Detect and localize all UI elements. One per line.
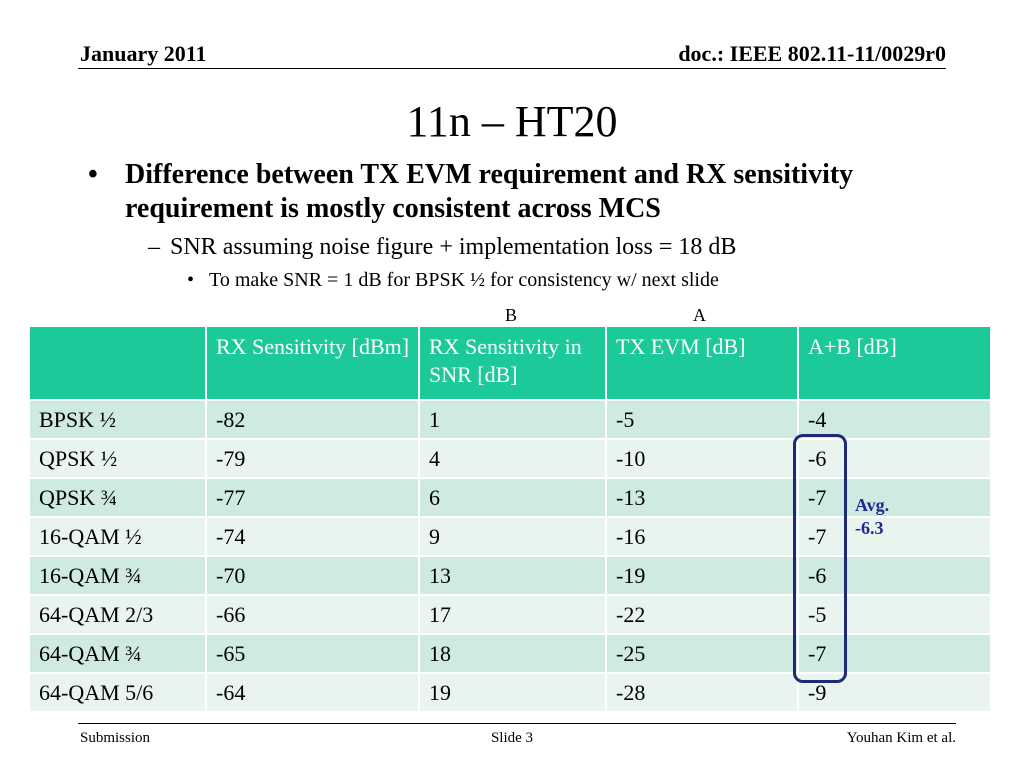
bullet-marker: •: [88, 159, 98, 190]
bullet-level1: Difference between TX EVM requirement an…: [125, 159, 854, 224]
table-body: BPSK ½ -82 1 -5 -4 QPSK ½ -79 4 -10 -6 QPSK ¾ -77 6-…: [28, 399, 992, 713]
table-header-cell: RX Sensitivity [dBm]: [205, 325, 420, 401]
value-cell: 18: [418, 633, 607, 674]
table-row: QPSK ¾ -77 6 -13 -7: [28, 477, 992, 518]
value-cell: 17: [418, 594, 607, 635]
value-cell: -28: [605, 672, 799, 713]
value-cell: 1: [418, 399, 607, 440]
header-divider: [78, 68, 946, 69]
value-cell: -82: [205, 399, 420, 440]
table-row: 16-QAM ½ -74 9 -16 -7: [28, 516, 992, 557]
footer-author: Youhan Kim et al.: [846, 730, 956, 746]
value-cell: -7: [797, 516, 992, 557]
table-row: BPSK ½ -82 1 -5 -4: [28, 399, 992, 440]
footer-slide-number: Slide 3: [490, 730, 534, 746]
table-header-row: RX Sensitivity [dBm] RX Sensitivity in S…: [28, 325, 992, 401]
mcs-cell: 16-QAM ½: [28, 516, 207, 557]
mcs-cell: 64-QAM ¾: [28, 633, 207, 674]
value-cell: -10: [605, 438, 799, 479]
value-cell: 6: [418, 477, 607, 518]
bullet-marker-dash: –: [148, 234, 160, 260]
value-cell: -70: [205, 555, 420, 596]
value-cell: -4: [797, 399, 992, 440]
table-header-cell: TX EVM [dB]: [605, 325, 799, 401]
value-cell: -5: [797, 594, 992, 635]
column-mark-a: A: [693, 305, 706, 325]
column-mark-b: B: [505, 305, 518, 325]
bullet-level2: SNR assuming noise figure + implementati…: [170, 234, 737, 260]
value-cell: -7: [797, 633, 992, 674]
table-row: 64-QAM ¾ -65 18 -25 -7: [28, 633, 992, 674]
value-cell: -22: [605, 594, 799, 635]
table-header-cell: RX Sensitivity in SNR [dB]: [418, 325, 607, 401]
value-cell: -79: [205, 438, 420, 479]
value-cell: -64: [205, 672, 420, 713]
highlight-box: [793, 434, 847, 683]
slide-title: 11n – HT20: [406, 97, 618, 146]
sensitivity-table: RX Sensitivity [dBm] RX Sensitivity in S…: [28, 325, 992, 713]
table-header-cell: [28, 325, 207, 401]
mcs-cell: BPSK ½: [28, 399, 207, 440]
mcs-cell: 64-QAM 5/6: [28, 672, 207, 713]
value-cell: -25: [605, 633, 799, 674]
table-header-cell: A+B [dB]: [797, 325, 992, 401]
table-row: 64-QAM 2/3 -66 17 -22 -5: [28, 594, 992, 635]
value-cell: -19: [605, 555, 799, 596]
value-cell: -13: [605, 477, 799, 518]
mcs-cell: QPSK ½: [28, 438, 207, 479]
table-row: 16-QAM ¾ -70 13 -19 -6: [28, 555, 992, 596]
header-date: January 2011: [80, 41, 207, 66]
value-cell: -66: [205, 594, 420, 635]
average-value: -6.3: [855, 518, 884, 538]
value-cell: 9: [418, 516, 607, 557]
value-cell: -5: [605, 399, 799, 440]
value-cell: 13: [418, 555, 607, 596]
table-row: QPSK ½ -79 4 -10 -6: [28, 438, 992, 479]
value-cell: -77: [205, 477, 420, 518]
table-row: 64-QAM 5/6 -64 19 -28 -9: [28, 672, 992, 713]
value-cell: -6: [797, 555, 992, 596]
value-cell: -74: [205, 516, 420, 557]
value-cell: -6: [797, 438, 992, 479]
mcs-cell: 64-QAM 2/3: [28, 594, 207, 635]
mcs-cell: 16-QAM ¾: [28, 555, 207, 596]
value-cell: -65: [205, 633, 420, 674]
value-cell: 19: [418, 672, 607, 713]
value-cell: -7: [797, 477, 992, 518]
bullet-marker-small: •: [187, 269, 195, 291]
value-cell: -9: [797, 672, 992, 713]
mcs-cell: QPSK ¾: [28, 477, 207, 518]
average-annotation: Avg. -6.3: [855, 494, 889, 540]
header-doc-id: doc.: IEEE 802.11-11/0029r0: [678, 41, 946, 66]
average-label: Avg.: [855, 495, 890, 515]
value-cell: 4: [418, 438, 607, 479]
footer-divider: [78, 723, 956, 724]
value-cell: -16: [605, 516, 799, 557]
bullet-level3: To make SNR = 1 dB for BPSK ½ for consis…: [209, 269, 719, 291]
footer-left: Submission: [80, 730, 151, 746]
